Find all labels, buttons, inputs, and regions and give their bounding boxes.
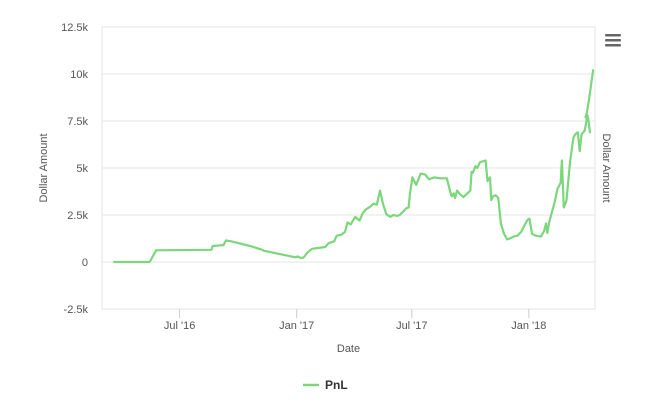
x-axis-title: Date [337, 343, 360, 355]
y-axis-ticks: -2.5k 0 2.5k 5k 7.5k 10k 12.5k [61, 22, 88, 316]
y-tick-label: -2.5k [64, 304, 89, 316]
y-tick-label: 10k [70, 69, 88, 81]
series-line-pnl[interactable] [112, 114, 592, 264]
y-tick-label: 5k [76, 163, 88, 175]
x-tick-label: Jan '18 [511, 320, 546, 332]
y-tick-label: 0 [82, 257, 88, 269]
series-line-pnl-recent[interactable] [584, 69, 595, 119]
x-tick-label: Jul '16 [164, 320, 195, 332]
y-tick-label: 7.5k [67, 116, 88, 128]
y-tick-label: 12.5k [61, 22, 88, 34]
y-tick-label: 2.5k [67, 210, 88, 222]
x-axis-ticks: Jul '16 Jan '17 Jul '17 Jan '18 [164, 309, 546, 332]
x-tick-label: Jul '17 [396, 320, 427, 332]
legend-label-pnl: PnL [325, 378, 348, 392]
legend[interactable]: PnL [303, 378, 348, 392]
x-tick-label: Jan '17 [279, 320, 314, 332]
hamburger-menu-icon[interactable] [603, 32, 622, 49]
y-axis-title-right: Dollar Amount [600, 133, 612, 202]
series-layer [112, 69, 595, 264]
y-axis-title: Dollar Amount [38, 133, 50, 202]
grid-lines [102, 26, 595, 310]
